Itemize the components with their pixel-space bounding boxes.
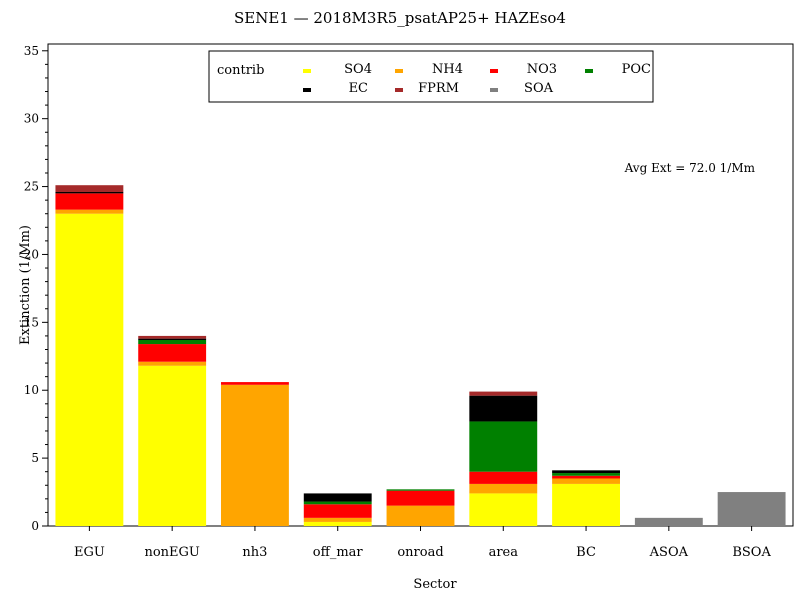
legend-label-fprm: FPRM [418,81,459,96]
bar-segment-so4-area [469,493,538,526]
bar-segment-nh4-onroad [386,505,455,526]
bar-segment-no3-egu [55,193,124,210]
bar-segment-no3-nonegu [138,344,207,362]
bar-segment-poc-bc [552,473,620,476]
x-tick-label: BSOA [732,545,771,560]
legend-swatch-poc [585,69,593,73]
bar-segment-fprm-area [469,391,538,396]
legend-label-no3: NO3 [527,62,557,77]
x-axis-label: Sector [413,577,457,592]
legend-label-ec: EC [349,81,368,96]
legend-label-so4: SO4 [344,62,372,77]
bar-segment-ec-nonegu [138,338,207,340]
y-tick-label: 10 [24,383,39,397]
bar-segment-poc-off_mar [303,501,372,505]
bar-segment-soa-asoa [634,517,703,526]
x-tick-label: nonEGU [144,545,199,560]
bar-segment-so4-nonegu [138,365,207,526]
chart-title: SENE1 — 2018M3R5_psatAP25+ HAZEso4 [234,9,566,27]
bar-segment-no3-off_mar [303,504,372,518]
legend-swatch-so4 [303,69,311,73]
x-tick-label: BC [576,545,596,560]
bar-segment-ec-off_mar [303,493,372,502]
x-tick-label: ASOA [649,545,689,560]
x-tick-label: off_mar [313,545,364,560]
bar-segment-no3-nh3 [221,382,289,385]
bar-segment-poc-area [469,421,538,472]
legend: contrib SO4 NH4 NO3 POC EC FPRM SOA [208,50,654,103]
y-tick-label: 25 [24,180,39,194]
bar-segment-so4-off_mar [303,521,372,526]
y-tick-label: 5 [31,451,39,465]
bar-segment-nh4-bc [552,478,620,484]
y-axis-label: Extinction (1/Mm) [18,225,33,345]
bar-segment-poc-nonegu [138,339,207,345]
x-axis: EGU nonEGU nh3 off_mar onroad area BC ASOA BSOA [74,526,771,560]
bar-segment-no3-onroad [386,490,455,506]
bar-segment-no3-bc [552,475,620,479]
bar-segment-nh4-nh3 [221,384,289,526]
y-tick-label: 35 [24,44,39,58]
bar-segment-ec-bc [552,470,620,474]
x-tick-label: onroad [397,545,443,560]
y-tick-label: 15 [24,315,39,329]
legend-swatch-ec [303,88,311,92]
legend-swatch-nh4 [395,69,403,73]
bar-segment-nh4-egu [55,209,124,214]
bars-group [55,185,786,526]
y-tick-label: 30 [24,112,39,126]
bar-segment-no3-area [469,471,538,484]
legend-swatch-soa [490,88,498,92]
legend-label-soa: SOA [524,81,554,96]
legend-title: contrib [217,63,264,78]
y-axis: 0 5 10 15 20 25 30 35 [24,44,48,533]
bar-segment-nh4-nonegu [138,361,207,366]
bar-segment-ec-area [469,395,538,422]
legend-swatch-no3 [490,69,498,73]
bar-segment-nh4-off_mar [303,517,372,522]
bar-segment-nh4-area [469,483,538,494]
bar-segment-poc-onroad [386,489,455,491]
x-tick-label: area [489,545,519,560]
y-tick-label: 0 [31,519,39,533]
bar-segment-so4-egu [55,213,124,526]
avg-ext-annotation: Avg Ext = 72.0 1/Mm [624,161,756,175]
x-tick-label: nh3 [242,545,267,560]
bar-segment-so4-bc [552,483,620,526]
bar-segment-fprm-nonegu [138,335,207,339]
bar-segment-soa-bsoa [717,492,786,526]
y-tick-label: 20 [24,247,39,261]
legend-label-poc: POC [622,62,651,77]
legend-label-nh4: NH4 [432,62,463,77]
x-tick-label: EGU [74,545,105,560]
legend-swatch-fprm [395,88,403,92]
legend-box [208,50,654,103]
bar-segment-fprm-egu [55,185,124,192]
bar-segment-ec-egu [55,191,124,194]
